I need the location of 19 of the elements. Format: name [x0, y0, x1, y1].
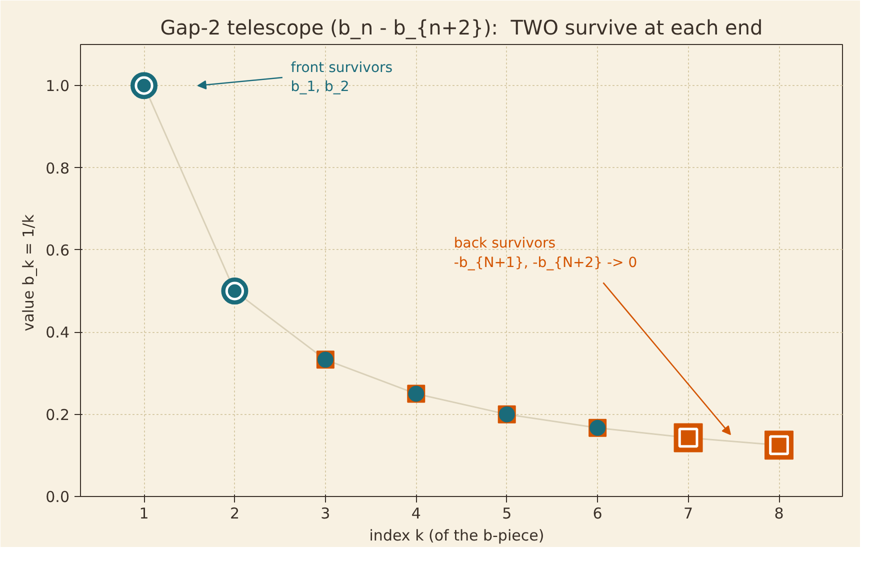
y-axis-title: value b_k = 1/k [20, 214, 38, 332]
y-tick-label: 1.0 [46, 77, 70, 96]
x-tick-label: 3 [320, 504, 330, 522]
x-axis-title: index k (of the b-piece) [369, 526, 544, 544]
x-tick-label: 7 [684, 504, 694, 522]
x-tick-label: 2 [230, 504, 240, 522]
x-tick-label: 1 [139, 504, 149, 522]
y-tick-label: 0.0 [46, 488, 70, 506]
x-tick-label: 5 [502, 504, 512, 522]
x-tick-label: 4 [411, 504, 421, 522]
annotation: front survivors b_1, b_2 [290, 60, 393, 96]
y-tick-label: 0.8 [46, 159, 70, 178]
y-tick-label: 0.4 [46, 324, 70, 342]
annotation: back survivors -b_{N+1}, -b_{N+2} -> 0 [454, 236, 638, 271]
chart-title: Gap-2 telescope (b_n - b_{n+2}): TWO survive at each end [160, 16, 763, 40]
y-tick-label: 0.2 [46, 406, 70, 424]
x-tick-label: 6 [592, 504, 602, 522]
x-tick-label: 8 [774, 504, 784, 522]
y-tick-label: 0.6 [46, 241, 70, 260]
